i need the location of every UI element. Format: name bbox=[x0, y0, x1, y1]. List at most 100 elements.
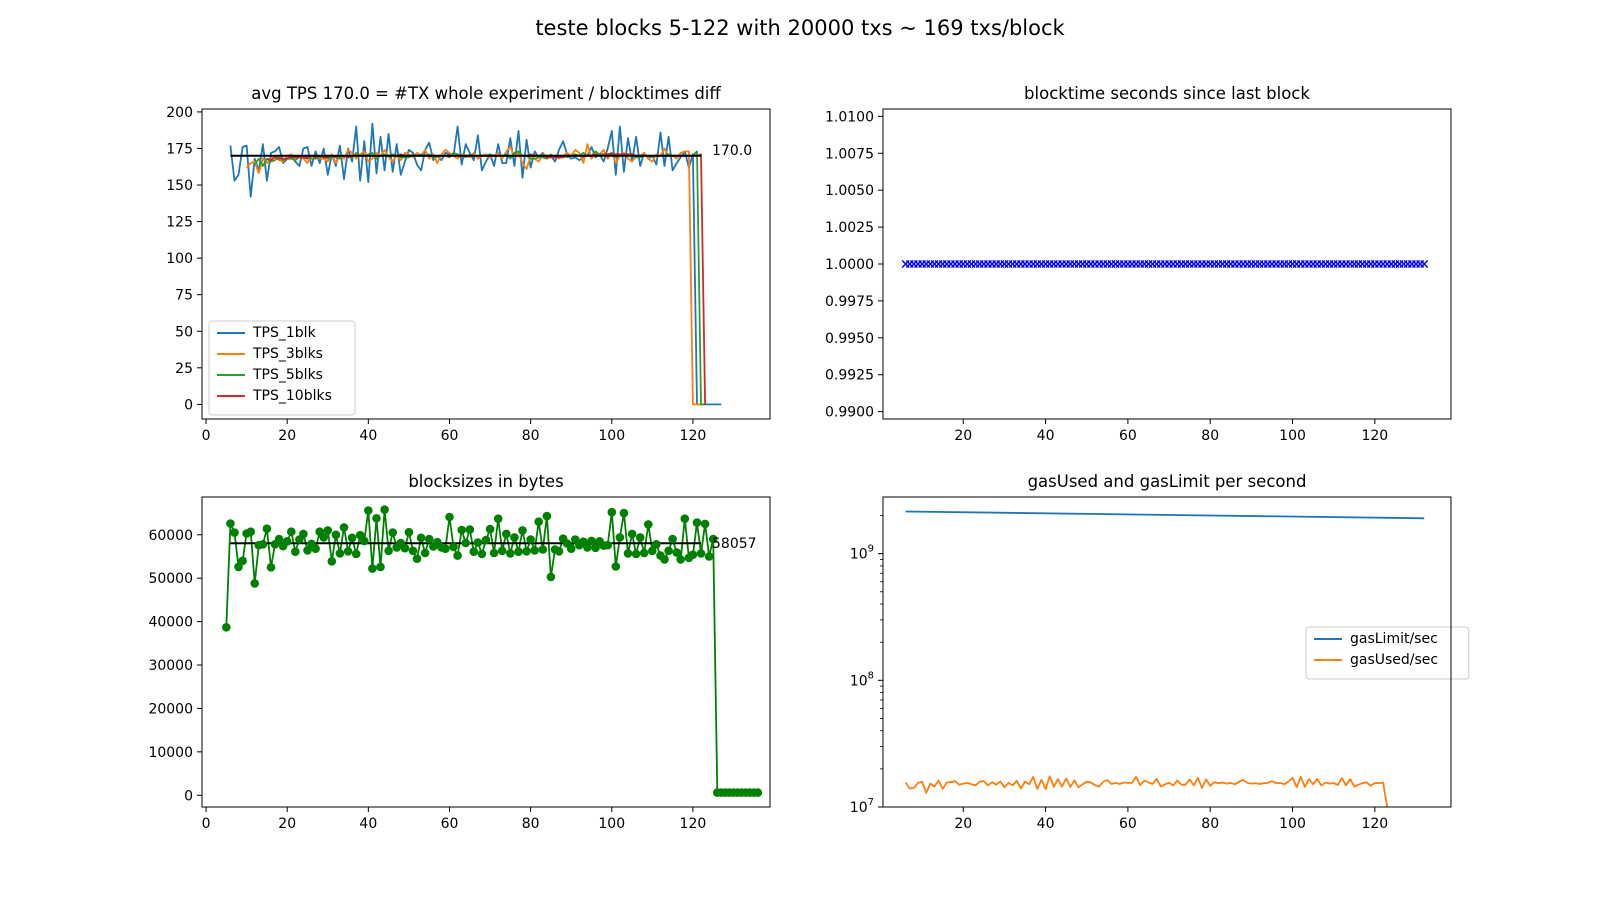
blocksize-marker bbox=[404, 527, 414, 537]
x-tick-label: 120 bbox=[1361, 816, 1388, 832]
blocksize-marker bbox=[347, 533, 357, 543]
blocksize-marker bbox=[400, 543, 410, 553]
y-tick-label: 108 bbox=[850, 670, 874, 689]
blocksize-marker bbox=[619, 508, 629, 518]
y-tick-label: 30000 bbox=[148, 658, 193, 674]
blocksize-marker bbox=[319, 533, 329, 542]
blocksize-marker bbox=[587, 536, 596, 546]
blocksize-marker bbox=[238, 556, 247, 566]
blocksize-marker bbox=[380, 505, 389, 514]
y-tick-label: 0 bbox=[184, 397, 193, 413]
blocksize-marker bbox=[672, 548, 681, 557]
y-tick-label: 1.0075 bbox=[825, 146, 874, 162]
blocksize-marker bbox=[652, 540, 661, 549]
blocksize-marker bbox=[368, 564, 377, 573]
average-label: 170.0 bbox=[712, 143, 752, 159]
y-tick-label: 0.9900 bbox=[825, 405, 874, 421]
blocktime-chart: blocktime seconds since last block 20 40 60… bbox=[825, 84, 1452, 444]
blocksize-marker bbox=[372, 514, 381, 523]
blocksize-marker bbox=[481, 535, 491, 545]
y-tick-label: 0.9925 bbox=[825, 368, 874, 384]
x-tick-label: 60 bbox=[1119, 816, 1137, 832]
blocksize-marker bbox=[327, 557, 337, 566]
blocksize-marker bbox=[664, 546, 673, 556]
y-tick-label: 1.0000 bbox=[825, 257, 874, 273]
chart-title: avg TPS 170.0 = #TX whole experiment / b… bbox=[251, 84, 721, 103]
y-tick-label: 0.9950 bbox=[825, 331, 874, 347]
chart-title: blocksizes in bytes bbox=[408, 472, 563, 491]
blocksize-marker bbox=[449, 542, 458, 552]
y-tick-label: 0 bbox=[184, 788, 193, 804]
blocksize-marker bbox=[303, 546, 312, 555]
blocksize-marker bbox=[299, 529, 308, 539]
blocksize-marker bbox=[485, 524, 495, 534]
x-tick-label: 0 bbox=[202, 816, 211, 832]
y-tick-label: 200 bbox=[166, 105, 193, 121]
y-tick-label: 50 bbox=[175, 324, 193, 340]
blocksize-marker bbox=[291, 547, 300, 556]
y-tick-label: 109 bbox=[850, 544, 874, 563]
blocksize-marker bbox=[631, 549, 641, 559]
x-tick-label: 80 bbox=[1201, 816, 1219, 832]
blocksize-marker bbox=[461, 538, 471, 548]
blocksize-marker bbox=[607, 507, 617, 517]
x-tick-label: 40 bbox=[1037, 816, 1055, 832]
blocksize-marker bbox=[477, 549, 487, 559]
blocksize-marker bbox=[538, 545, 548, 554]
x-tick-label: 60 bbox=[1119, 428, 1137, 444]
x-tick-label: 120 bbox=[680, 428, 707, 444]
blocksize-marker bbox=[534, 517, 543, 526]
x-tick-label: 80 bbox=[522, 816, 540, 832]
blocksize-marker bbox=[262, 524, 272, 533]
blocksize-marker bbox=[445, 512, 454, 522]
legend-label: gasLimit/sec bbox=[1350, 631, 1438, 647]
tps-chart: avg TPS 170.0 = #TX whole experiment / b… bbox=[166, 84, 771, 444]
blocksize-marker bbox=[335, 549, 345, 558]
y-tick-label: 100 bbox=[166, 251, 193, 267]
legend-label: TPS_5blks bbox=[252, 367, 323, 383]
blocksize-marker bbox=[648, 546, 657, 556]
blocksize-marker bbox=[644, 520, 653, 529]
blocksize-marker bbox=[546, 572, 556, 582]
chart-title: gasUsed and gasLimit per second bbox=[1028, 472, 1307, 491]
blocksize-marker bbox=[542, 511, 552, 521]
blocksize-marker bbox=[753, 788, 763, 797]
x-tick-label: 80 bbox=[522, 428, 540, 444]
blocksize-marker bbox=[457, 525, 467, 535]
x-tick-label: 60 bbox=[441, 428, 459, 444]
plot-frame bbox=[882, 108, 1452, 420]
blocksize-marker bbox=[388, 528, 398, 537]
blocksize-marker bbox=[668, 534, 677, 544]
series-line-gaslimit-per-sec bbox=[905, 510, 1425, 520]
legend-label: TPS_10blks bbox=[252, 388, 332, 404]
y-tick-label: 150 bbox=[166, 178, 193, 194]
blocksize-marker bbox=[489, 548, 499, 558]
blocksize-marker bbox=[639, 548, 649, 558]
legend-box bbox=[208, 320, 356, 416]
blocksize-marker bbox=[623, 549, 633, 558]
blocksize-marker bbox=[287, 527, 296, 536]
blocksize-marker bbox=[473, 538, 483, 547]
blocksize-marker bbox=[453, 551, 462, 560]
blocksize-marker bbox=[497, 546, 507, 556]
plot-background bbox=[883, 109, 1451, 419]
y-tick-label: 75 bbox=[175, 288, 193, 304]
x-tick-label: 40 bbox=[359, 428, 377, 444]
x-tick-label: 100 bbox=[1279, 816, 1306, 832]
blocksize-marker bbox=[351, 549, 361, 559]
blocksize-marker bbox=[660, 555, 669, 564]
blocksize-marker bbox=[591, 543, 600, 553]
x-tick-label: 120 bbox=[680, 816, 707, 832]
blocksize-marker bbox=[282, 537, 292, 546]
gas-chart: gasUsed and gasLimit per second 20 40 60 80 1… bbox=[850, 472, 1470, 832]
blocksize-marker bbox=[424, 534, 434, 544]
blocksize-marker bbox=[615, 533, 625, 542]
blocksize-marker bbox=[416, 533, 426, 543]
plot-frame bbox=[201, 108, 771, 420]
blocksize-marker bbox=[611, 562, 621, 571]
y-tick-label: 60000 bbox=[148, 528, 193, 544]
blocksize-marker bbox=[465, 525, 475, 534]
legend-box bbox=[1305, 626, 1470, 680]
figure-suptitle: teste blocks 5-122 with 20000 txs ~ 169 … bbox=[535, 16, 1065, 40]
